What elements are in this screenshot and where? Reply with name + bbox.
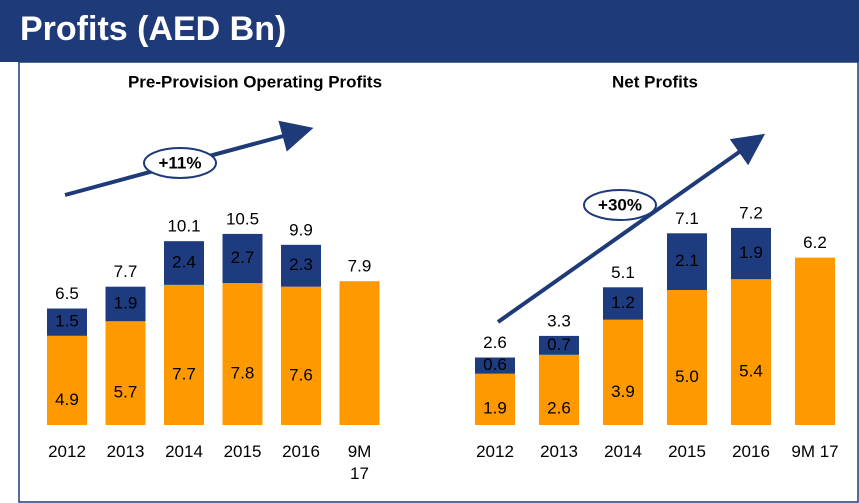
x-tick-label: 2016 <box>282 442 320 461</box>
segment-label: 1.5 <box>55 312 79 331</box>
bar-segment <box>539 335 579 355</box>
annotation-bubble <box>583 189 657 221</box>
segment-label: 5.7 <box>114 383 138 402</box>
segment-label: 0.6 <box>483 355 507 374</box>
bar-segment <box>795 257 835 425</box>
segment-label: 0.7 <box>547 335 571 354</box>
bar-segment <box>339 281 380 425</box>
bar-segment <box>47 308 87 336</box>
total-label: 9.9 <box>289 220 313 239</box>
x-tick-label: 2013 <box>106 442 145 461</box>
trend-arrow <box>496 133 766 324</box>
segment-label: 4.9 <box>55 390 79 409</box>
bar-segment <box>281 286 321 425</box>
x-tick-label: 2012 <box>476 442 514 461</box>
x-tick-label: 9M 17 <box>347 442 372 483</box>
x-tick-label: 2015 <box>668 442 706 461</box>
bar-segment <box>105 286 146 322</box>
segment-label: 7.7 <box>172 364 196 383</box>
bar-segment <box>222 233 263 284</box>
segment-label: 1.9 <box>114 293 138 312</box>
segment-label: 1.2 <box>611 293 635 312</box>
bar-segment <box>475 357 515 374</box>
bar-segment <box>667 290 707 425</box>
annotation: +30% <box>598 195 642 214</box>
x-tick-label: 2012 <box>48 442 86 461</box>
bar-segment <box>731 279 771 425</box>
bar-segment <box>47 335 87 425</box>
bar-segment <box>164 241 204 285</box>
frame <box>18 61 859 503</box>
annotation: +11% <box>158 153 201 172</box>
x-tick-label: 2014 <box>165 442 203 461</box>
chart-title: Net Profits <box>612 72 698 91</box>
segment-label: 1.9 <box>739 243 763 262</box>
x-tick-label: 2014 <box>604 442 642 461</box>
segment-label: 2.1 <box>675 251 699 270</box>
x-tick-label: 2016 <box>732 442 770 461</box>
segment-label: 7.8 <box>231 364 255 383</box>
bar-segment <box>222 283 263 425</box>
total-label: 7.7 <box>114 262 138 281</box>
x-tick-label: 9M 17 <box>791 442 839 461</box>
segment-label: 3.9 <box>611 382 635 401</box>
x-tick-label: 2013 <box>540 442 578 461</box>
segment-label: 2.7 <box>231 248 255 267</box>
bar-segment <box>667 233 707 290</box>
page-title: Profits (AED Bn) <box>20 10 287 48</box>
bar-segment <box>164 284 204 425</box>
segment-label: 5.0 <box>675 367 699 386</box>
segment-label: 2.3 <box>289 255 313 274</box>
bar-segment <box>475 373 515 425</box>
total-label: 10.1 <box>167 217 200 236</box>
header: Profits (AED Bn) <box>0 0 859 62</box>
segment-label: 2.4 <box>172 253 196 272</box>
total-label: 5.1 <box>611 263 635 282</box>
total-label: 2.6 <box>483 333 507 352</box>
total-label: 7.2 <box>739 203 763 222</box>
segment-label: 7.6 <box>289 365 313 384</box>
total-label: 3.3 <box>547 311 571 330</box>
bar-segment <box>603 287 643 320</box>
total-label: 10.5 <box>226 209 259 228</box>
bar-segment <box>539 354 579 425</box>
total-label: 7.9 <box>348 257 372 276</box>
x-tick-label: 2015 <box>223 442 262 461</box>
total-label: 6.5 <box>55 284 79 303</box>
segment-label: 5.4 <box>739 362 763 381</box>
bar-segment <box>603 319 643 425</box>
segment-label: 1.9 <box>483 398 507 417</box>
annotation-bubble <box>143 147 217 179</box>
bar-segment <box>105 321 146 425</box>
bar-segment <box>281 244 321 287</box>
chart-title: Pre-Provision Operating Profits <box>128 72 382 91</box>
bar-segment <box>731 227 771 280</box>
total-label: 7.1 <box>675 209 699 228</box>
segment-label: 2.6 <box>547 398 571 417</box>
total-label: 6.2 <box>803 233 827 252</box>
